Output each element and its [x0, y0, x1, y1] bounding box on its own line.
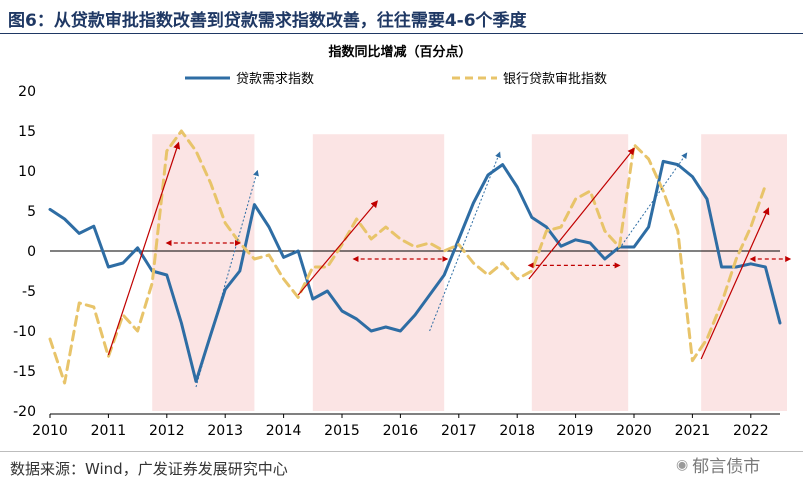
x-tick-label: 2017 — [441, 423, 477, 439]
legend-demand-label: 贷款需求指数 — [236, 72, 314, 87]
watermark: ◉ 郁言债市 — [676, 452, 761, 478]
legend: 贷款需求指数 银行贷款审批指数 — [185, 72, 607, 87]
x-tick-label: 2022 — [733, 423, 769, 439]
y-tick-label: -20 — [13, 404, 36, 420]
annotations — [107, 141, 792, 388]
series — [48, 129, 782, 385]
y-tick-label: 15 — [18, 124, 36, 140]
y-tick-label: 10 — [18, 164, 36, 180]
red-arrow — [528, 147, 635, 280]
x-tick-label: 2011 — [91, 423, 127, 439]
x-tick-label: 2019 — [558, 423, 594, 439]
red-arrow — [107, 141, 181, 356]
legend-approval-label: 银行贷款审批指数 — [503, 72, 607, 87]
shaded-period-3 — [701, 134, 787, 411]
bottom-rule — [0, 451, 803, 452]
x-tick-label: 2018 — [499, 423, 535, 439]
y-tick-label: 20 — [18, 84, 36, 100]
blue-arrow — [618, 152, 688, 249]
blue-arrow — [195, 169, 259, 388]
shaded-periods — [152, 134, 787, 411]
y-tick-label: -15 — [13, 364, 36, 380]
x-tick-label: 2010 — [32, 423, 68, 439]
chart-title: 指数同比增减（百分点） — [328, 44, 471, 60]
figure-title: 图6：从贷款审批指数改善到贷款需求指数改善，往往需要4-6个季度 — [0, 0, 803, 34]
y-tick-label: -10 — [13, 324, 36, 340]
series-line-approval — [48, 129, 767, 385]
y-tick-label: 0 — [27, 244, 36, 260]
x-tick-label: 2012 — [149, 423, 185, 439]
chart: 指数同比增减（百分点） 贷款需求指数 银行贷款审批指数 20151050-5-1… — [13, 44, 792, 439]
shaded-period-1 — [312, 134, 445, 411]
red-arrow — [297, 200, 378, 296]
x-tick-label: 2016 — [383, 423, 419, 439]
watermark-text: 郁言债市 — [692, 457, 761, 477]
wechat-icon: ◉ — [676, 456, 689, 473]
x-tick-label: 2015 — [324, 423, 360, 439]
shaded-period-2 — [531, 134, 629, 411]
y-tick-label: 5 — [27, 204, 36, 220]
x-tick-label: 2020 — [616, 423, 652, 439]
x-tick-label: 2013 — [207, 423, 243, 439]
source-text: 数据来源：Wind，广发证券发展研究中心 — [10, 460, 288, 478]
y-tick-label: -5 — [22, 284, 36, 300]
red-arrow — [700, 207, 770, 360]
x-tick-label: 2014 — [266, 423, 302, 439]
x-tick-label: 2021 — [675, 423, 711, 439]
